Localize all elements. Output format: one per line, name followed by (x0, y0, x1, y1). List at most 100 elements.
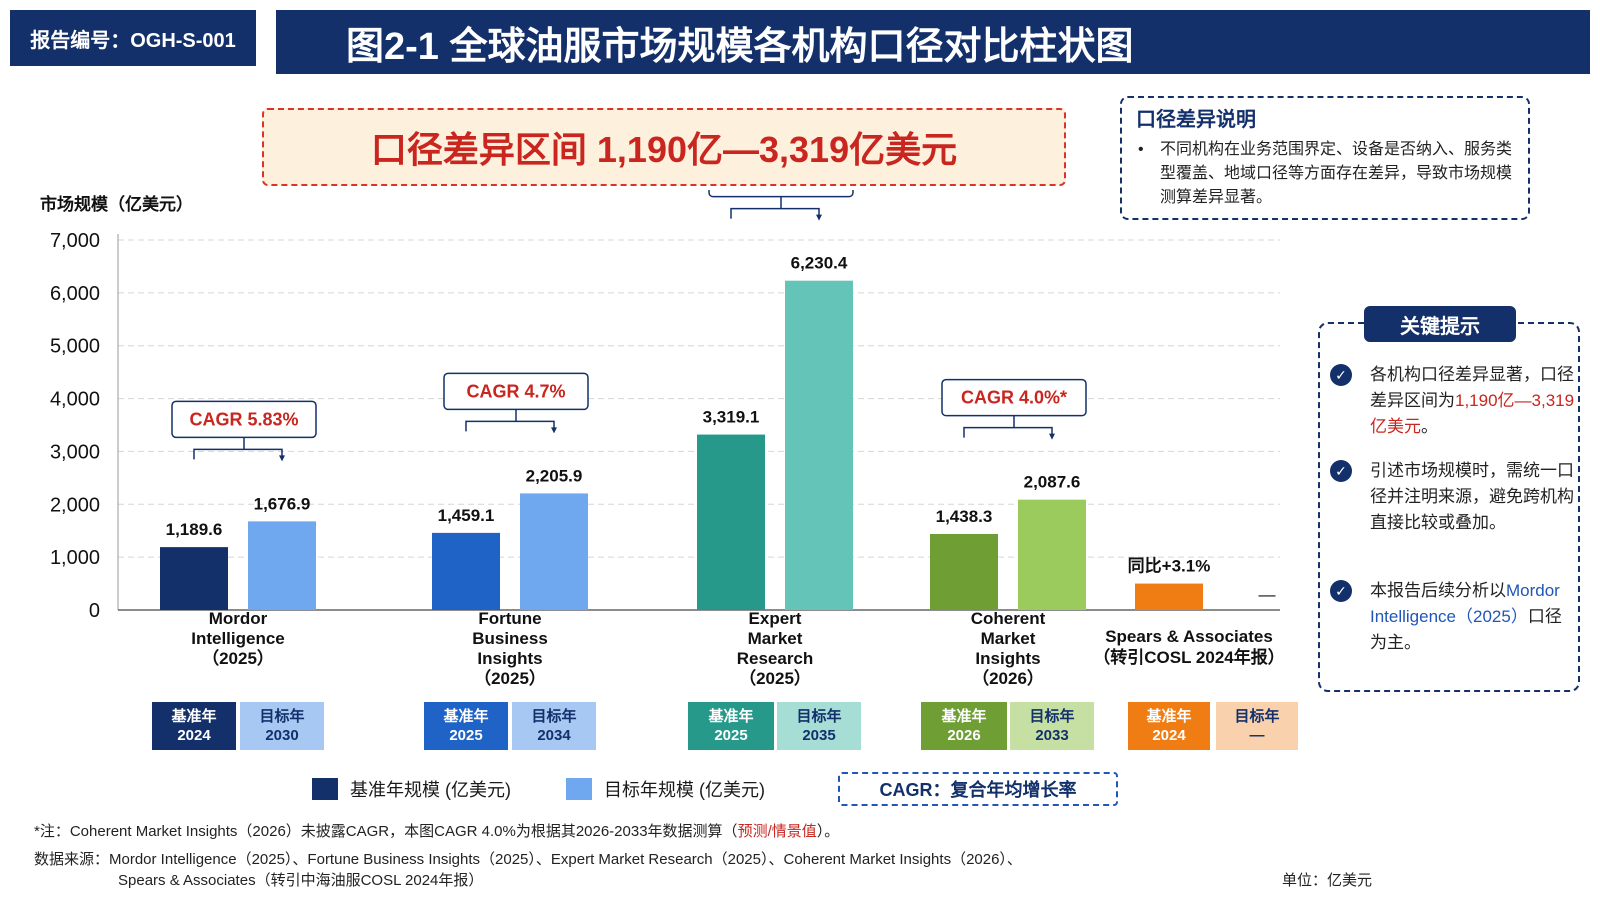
legend-target: 目标年规模 (亿美元) (566, 776, 765, 802)
x-category-label: Research (737, 649, 814, 668)
legend-base-label: 基准年规模 (亿美元) (350, 780, 511, 800)
base-year-tag: 基准年 2025 (688, 702, 774, 750)
bar-target (785, 280, 853, 610)
bar-target (248, 521, 316, 610)
y-axis-title: 市场规模（亿美元） (40, 194, 193, 214)
footnote-end: ）。 (816, 823, 840, 840)
x-category-label: （2025） (202, 648, 274, 668)
footnote: *注：Coherent Market Insights（2026）未披露CAGR… (34, 820, 839, 841)
cagr-bracket (730, 207, 820, 219)
key-tip-3-source: Mordor Intelligence（2025） (1370, 581, 1560, 626)
bar-target-label: 6,230.4 (791, 254, 848, 273)
y-tick-label: 7,000 (50, 230, 100, 252)
target-year-tag: 目标年 2034 (512, 702, 596, 750)
cagr-arrow-icon (279, 455, 285, 462)
unit-label: 单位：亿美元 (1282, 872, 1373, 889)
bar-target-label: 2,205.9 (526, 466, 583, 485)
bar-chart: 市场规模（亿美元） 0 1,000 2,000 3,000 4,000 5,000 6,000… (40, 190, 1285, 688)
key-tip-2-text: 引述市场规模时，需统一口径并注明来源，避免跨机构直接比较或叠加。 (1370, 461, 1574, 532)
note-text: 不同机构在业务范围界定、设备是否纳入、服务类型覆盖、地域口径等方面存在差异，导致… (1160, 141, 1513, 206)
cagr-callout-label: CAGR 4.7% (466, 381, 565, 401)
bar-base-label: 同比+3.1% (1128, 556, 1211, 576)
x-category-label: Insights (477, 649, 542, 668)
bar-target (1018, 499, 1086, 610)
bar-target-label: 2,087.6 (1024, 473, 1081, 492)
legend-base-swatch (312, 778, 338, 800)
cagr-bracket (465, 420, 555, 432)
bar-base-label: 1,438.3 (936, 507, 993, 526)
bar-base (432, 532, 500, 610)
legend-base: 基准年规模 (亿美元) (312, 776, 511, 802)
data-source-line-1: 数据来源：Mordor Intelligence（2025）、Fortune B… (34, 851, 1022, 868)
x-category-label: Fortune (478, 609, 541, 628)
bar-base-label: 3,319.1 (703, 408, 760, 427)
legend-target-label: 目标年规模 (亿美元) (604, 780, 765, 800)
cagr-arrow-icon (816, 214, 822, 221)
target-year-tag: 目标年 2035 (777, 702, 861, 750)
bar-base (697, 434, 765, 610)
x-category-label: Intelligence (191, 629, 285, 648)
check-circle-icon: ✓ (1330, 364, 1352, 386)
bar-target (520, 493, 588, 610)
bar-base (1135, 583, 1203, 610)
cagr-bracket (193, 448, 283, 460)
x-category-label: （2025） (739, 668, 811, 688)
note-bullet: • 不同机构在业务范围界定、设备是否纳入、服务类型覆盖、地域口径等方面存在差异，… (1138, 138, 1518, 210)
key-tips-title: 关键提示 (1364, 306, 1516, 342)
bar-base (930, 533, 998, 610)
y-tick-label: 3,000 (50, 441, 100, 463)
cagr-definition: CAGR：复合年均增长率 (838, 772, 1118, 806)
data-source-line-2: Spears & Associates（转引中海油服COSL 2024年报） (118, 872, 484, 889)
base-year-tag: 基准年 2026 (921, 702, 1007, 750)
check-circle-icon: ✓ (1330, 580, 1352, 602)
target-year-tag: 目标年 2030 (240, 702, 324, 750)
x-category-label: Market (981, 629, 1036, 648)
cagr-arrow-icon (551, 427, 557, 434)
check-circle-icon: ✓ (1330, 460, 1352, 482)
bullet-dot-icon: • (1138, 141, 1144, 158)
y-tick-label: 6,000 (50, 283, 100, 305)
bar-target-label: 1,676.9 (254, 494, 311, 513)
legend-target-swatch (566, 778, 592, 800)
bar-base-label: 1,189.6 (166, 520, 223, 539)
y-tick-label: 0 (89, 600, 100, 622)
x-category-label: Mordor (209, 609, 268, 628)
cagr-callout-label: CAGR 5.83% (189, 409, 298, 429)
key-tip-1: ✓ 各机构口径差异显著，口径差异区间为1,190亿—3,319亿美元。 (1330, 362, 1578, 440)
key-tip-3-end: 口径为主。 (1370, 607, 1562, 652)
key-tip-1-end: 。 (1421, 417, 1438, 436)
footnote-highlight: 预测/情景值 (737, 823, 817, 840)
base-year-tag: 基准年 2024 (1128, 702, 1210, 750)
key-tip-3: ✓ 本报告后续分析以Mordor Intelligence（2025）口径为主。 (1330, 578, 1578, 656)
x-category-label: Expert (749, 609, 802, 628)
x-category-label: （2025） (474, 668, 546, 688)
x-category-label: Insights (975, 649, 1040, 668)
y-tick-label: 4,000 (50, 389, 100, 411)
y-tick-label: 5,000 (50, 336, 100, 358)
range-banner: 口径差异区间 1,190亿—3,319亿美元 (262, 108, 1066, 186)
x-category-label: （2026） (972, 668, 1044, 688)
target-year-tag: 目标年 2033 (1010, 702, 1094, 750)
cagr-bracket (963, 426, 1053, 438)
page-title: 图2-1 全球油服市场规模各机构口径对比柱状图 (276, 10, 1590, 74)
cagr-arrow-icon (1049, 433, 1055, 440)
target-year-tag: 目标年 — (1216, 702, 1298, 750)
bar-target-label: — (1259, 585, 1276, 604)
x-category-label: Spears & Associates (1105, 627, 1273, 646)
key-tip-3-text: 本报告后续分析以 (1370, 581, 1506, 600)
cagr-callout-box (708, 190, 854, 198)
y-tick-label: 2,000 (50, 494, 100, 516)
report-id: 报告编号：OGH-S-001 (10, 10, 256, 66)
note-title: 口径差异说明 (1136, 109, 1256, 131)
key-tip-1-range: 1,190亿—3,319亿美元 (1370, 391, 1575, 436)
key-tip-2: ✓ 引述市场规模时，需统一口径并注明来源，避免跨机构直接比较或叠加。 (1330, 458, 1578, 536)
x-category-label: Coherent (971, 609, 1046, 628)
x-category-label: Business (472, 629, 548, 648)
base-year-tag: 基准年 2025 (424, 702, 508, 750)
note-box (1120, 96, 1530, 220)
base-year-tag: 基准年 2024 (152, 702, 236, 750)
x-category-label: （转引COSL 2024年报） (1093, 647, 1284, 667)
bar-base (160, 547, 228, 610)
y-tick-label: 1,000 (50, 547, 100, 569)
bar-base-label: 1,459.1 (438, 506, 495, 525)
